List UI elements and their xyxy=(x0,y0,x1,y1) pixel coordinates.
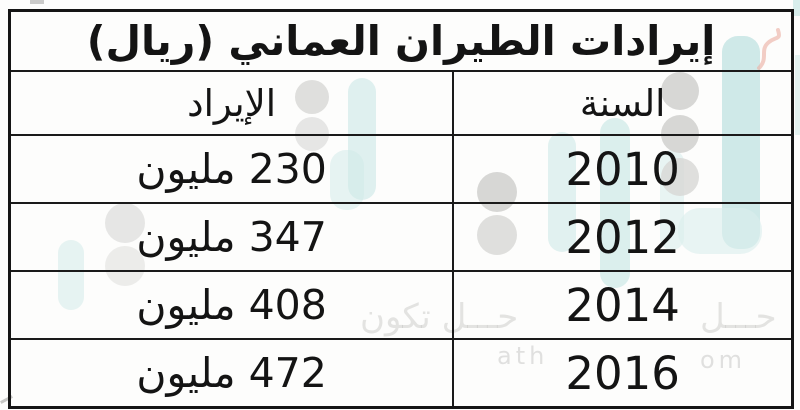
column-header-year: السنة xyxy=(452,70,794,136)
table-title: إيرادات الطيران العماني (ريال) xyxy=(8,9,794,72)
revenue-cell: 472 مليون xyxy=(8,338,455,409)
table-row: 2016 472 مليون xyxy=(8,338,794,409)
revenue-cell: 230 مليون xyxy=(8,134,455,204)
column-header-revenue: الإيراد xyxy=(8,70,455,136)
table-row: 2012 347 مليون xyxy=(8,202,794,272)
revenue-cell: 347 مليون xyxy=(8,202,455,272)
watermark-edge-smudge xyxy=(793,0,800,16)
table-row: 2010 230 مليون xyxy=(8,134,794,204)
speck xyxy=(30,0,44,4)
table-header-row: السنة الإيراد xyxy=(8,70,794,136)
year-cell: 2010 xyxy=(452,134,794,204)
revenue-table: إيرادات الطيران العماني (ريال) السنة الإ… xyxy=(8,9,794,409)
year-cell: 2016 xyxy=(452,338,794,409)
table-row: 2014 408 مليون xyxy=(8,270,794,340)
year-cell: 2014 xyxy=(452,270,794,340)
year-cell: 2012 xyxy=(452,202,794,272)
revenue-cell: 408 مليون xyxy=(8,270,455,340)
table-title-row: إيرادات الطيران العماني (ريال) xyxy=(8,9,794,72)
watermark-edge-smudge xyxy=(795,55,800,135)
